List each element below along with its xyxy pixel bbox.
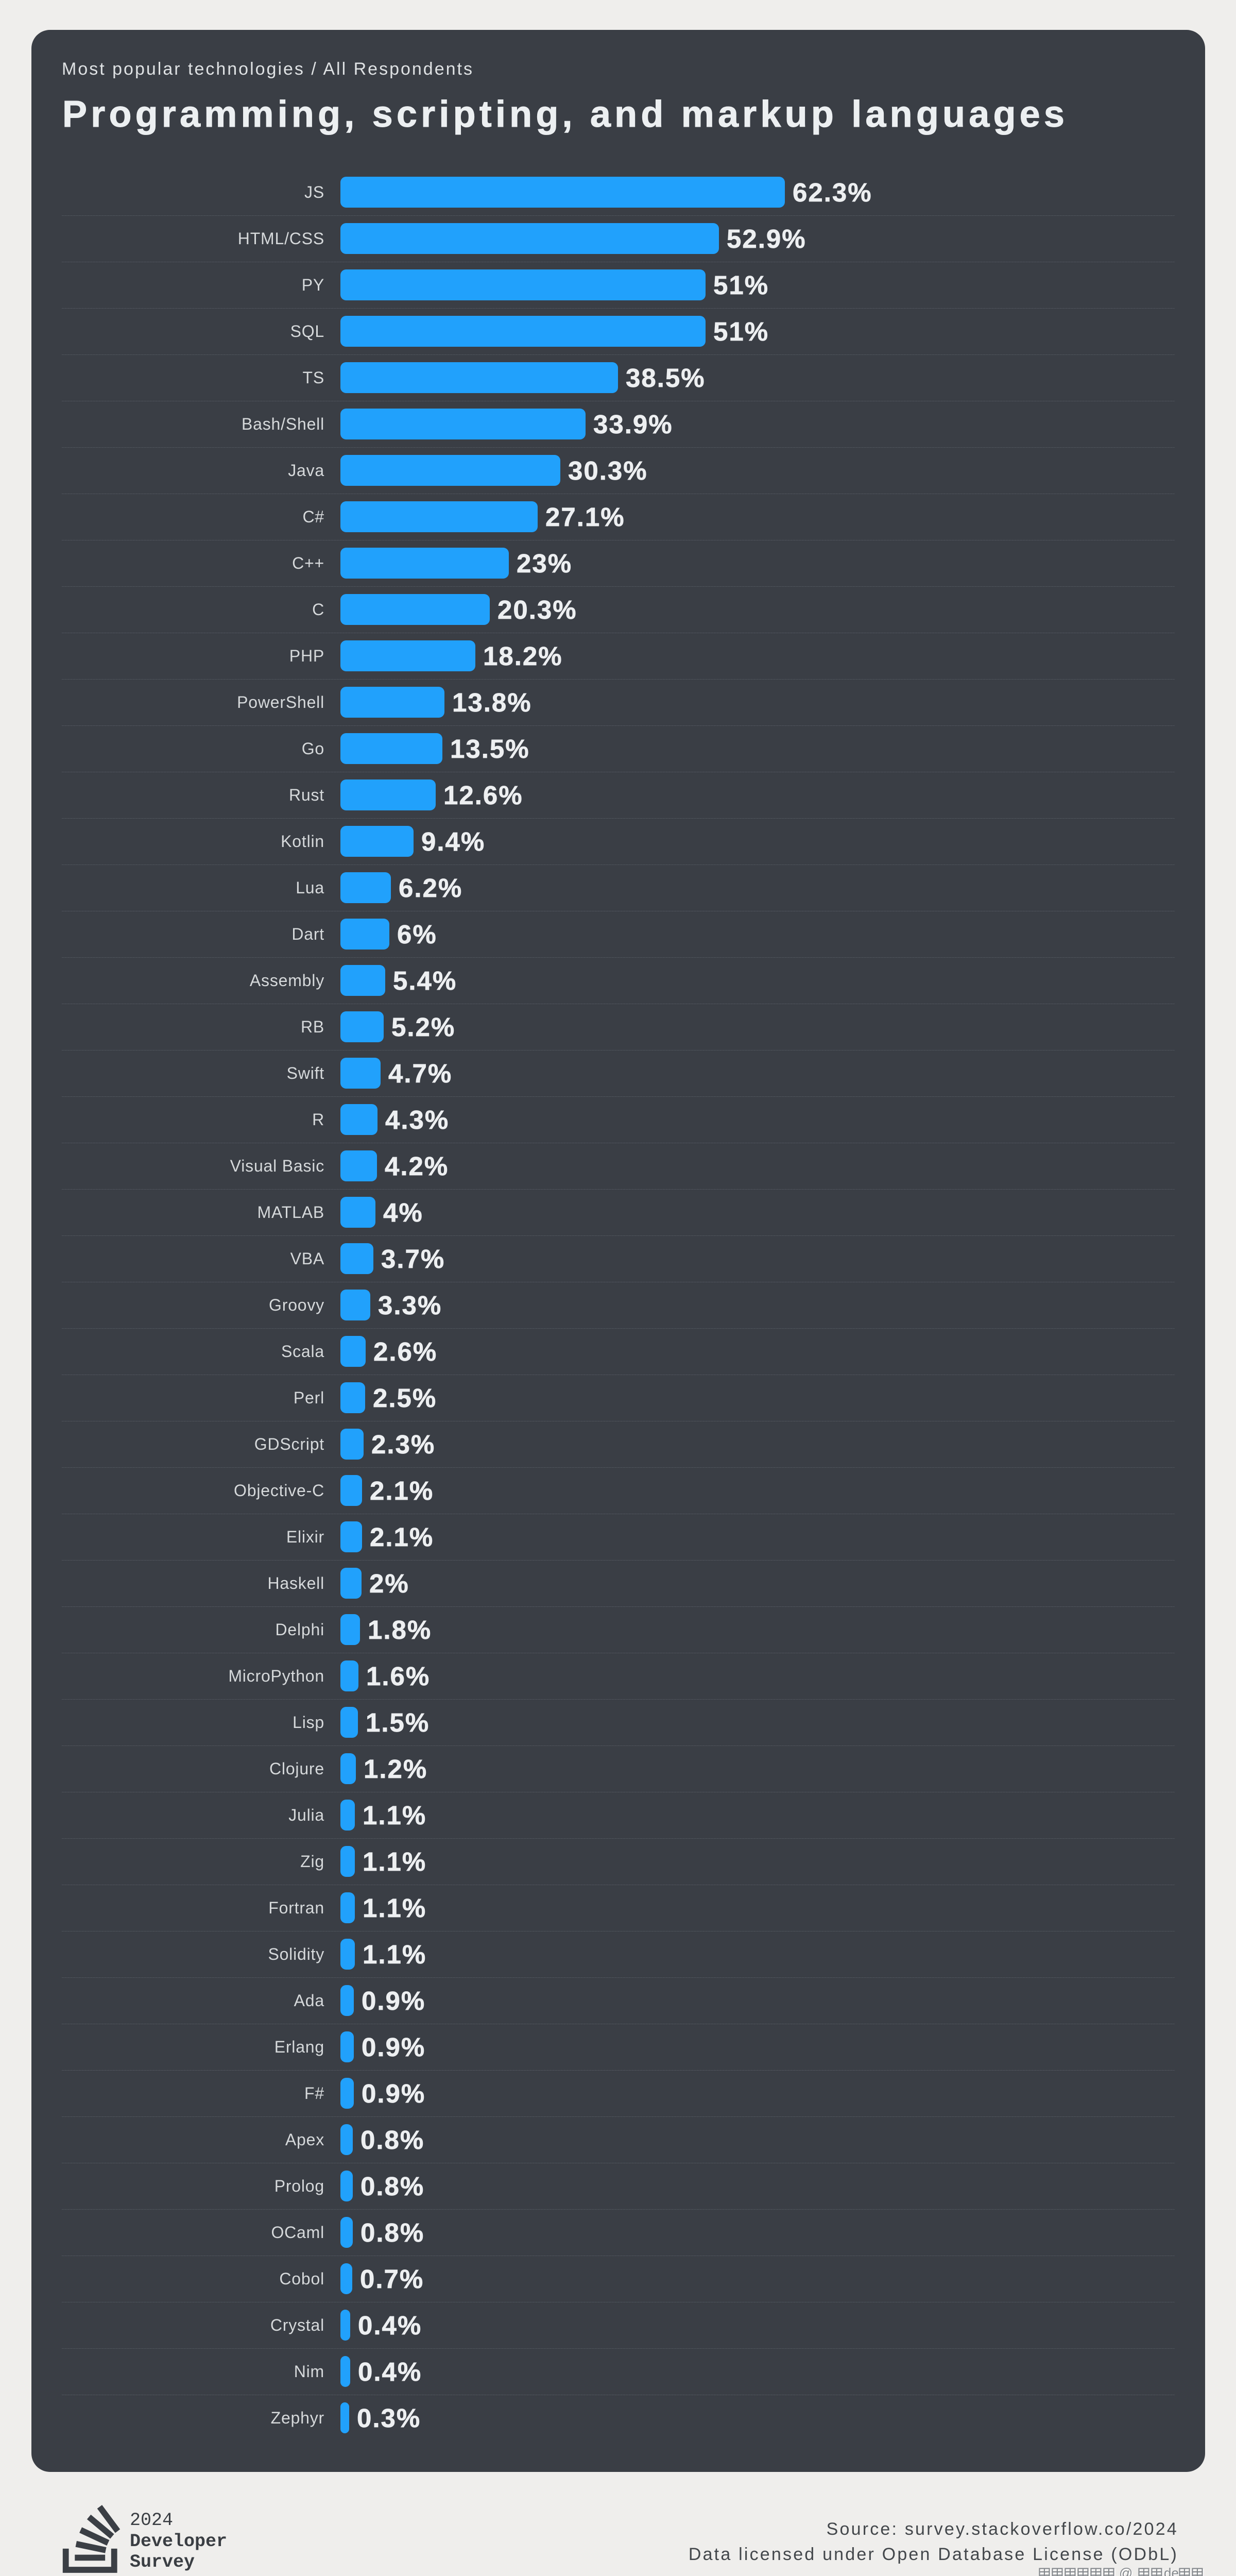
svg-text:@: @ (1120, 2567, 1134, 2576)
svg-text:de: de (1165, 2567, 1180, 2576)
svg-text:de: de (1164, 2567, 1179, 2576)
svg-text:@: @ (1119, 2567, 1132, 2576)
